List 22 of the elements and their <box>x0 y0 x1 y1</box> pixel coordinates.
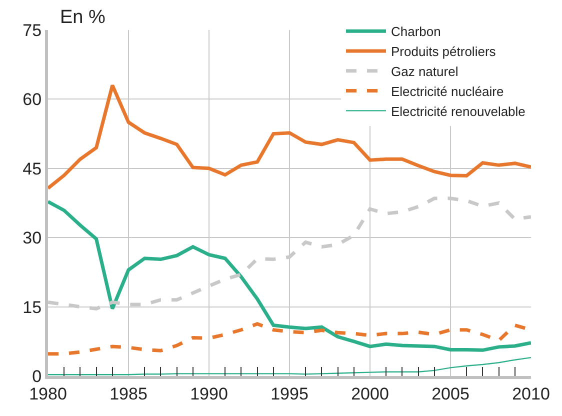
y-tick-label: 30 <box>22 228 42 248</box>
x-tick-label: 2010 <box>512 384 550 404</box>
y-tick-label: 45 <box>22 159 42 178</box>
legend-label: Electricité nucléaire <box>391 84 504 99</box>
y-tick-label: 15 <box>22 298 42 317</box>
x-tick-label: 2000 <box>351 384 389 404</box>
x-tick-label: 1980 <box>29 384 67 404</box>
y-axis-title: En % <box>60 7 106 28</box>
y-tick-label: 0 <box>32 366 42 386</box>
x-tick-label: 1985 <box>110 384 148 404</box>
legend-label: Gaz naturel <box>391 64 458 79</box>
y-tick-label: 75 <box>22 20 42 40</box>
x-tick-label: 1995 <box>270 384 308 404</box>
x-tick-label: 2005 <box>432 384 470 404</box>
legend-label: Produits pétroliers <box>391 44 496 60</box>
y-tick-label: 60 <box>22 90 42 110</box>
line-series <box>48 356 531 376</box>
line-series <box>48 200 531 352</box>
x-tick-label: 1990 <box>190 384 228 404</box>
legend-label: Charbon <box>391 24 441 40</box>
line-series <box>48 84 531 190</box>
legend-label: Electricité renouvelable <box>391 104 526 119</box>
